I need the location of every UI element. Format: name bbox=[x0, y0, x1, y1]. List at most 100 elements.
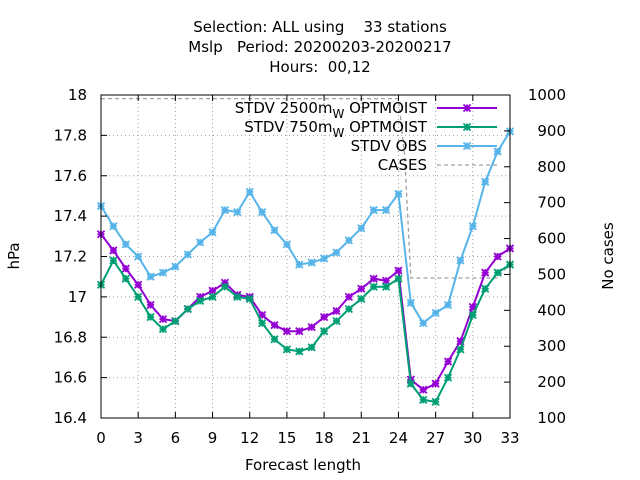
series-point-stdv-750m bbox=[481, 284, 490, 293]
series-point-stdv-750m bbox=[208, 292, 217, 302]
series-point-stdv-750m bbox=[357, 294, 366, 304]
series-point-stdv-750m bbox=[171, 316, 180, 326]
series-point-stdv-2500m bbox=[109, 246, 118, 255]
legend-label-stdv-2500m: STDV 2500mW OPTMOIST bbox=[235, 99, 428, 121]
series-point-stdv-2500m bbox=[158, 314, 168, 324]
legend-label-cases: CASES bbox=[378, 156, 427, 174]
ticks: 0 3 6 9 12 15 18 21 24 27 30 33 16.4 16.6 16.8 17 17.2 17… bbox=[54, 86, 566, 447]
series-point-stdv-750m bbox=[493, 268, 502, 277]
y2-tick-label: 500 bbox=[537, 265, 566, 283]
y-tick-label: 17.2 bbox=[54, 248, 87, 266]
series-point-stdv-obs bbox=[419, 318, 428, 328]
series-point-stdv-750m bbox=[369, 282, 378, 291]
legend-marker-stdv-2500m bbox=[462, 103, 472, 113]
x-tick-label: 0 bbox=[96, 429, 106, 447]
y2-tick-label: 900 bbox=[537, 122, 566, 140]
series-point-stdv-obs bbox=[332, 248, 341, 257]
series-point-stdv-750m bbox=[245, 294, 254, 304]
series-point-stdv-2500m bbox=[493, 252, 502, 261]
chart-title-line-2: Mslp Period: 20200203-20200217 bbox=[188, 38, 452, 56]
series-point-stdv-750m bbox=[295, 347, 304, 356]
series-point-stdv-750m bbox=[121, 274, 130, 283]
series-point-stdv-2500m bbox=[443, 357, 453, 366]
series-point-stdv-2500m bbox=[431, 379, 440, 388]
series-point-stdv-750m bbox=[257, 318, 267, 328]
series-point-stdv-2500m bbox=[481, 268, 490, 277]
y2-tick-label: 1000 bbox=[528, 86, 566, 104]
series-point-stdv-obs bbox=[307, 258, 316, 267]
x-tick-label: 9 bbox=[208, 429, 218, 447]
y2-tick-label: 200 bbox=[537, 373, 566, 391]
x-tick-label: 15 bbox=[277, 429, 296, 447]
series-point-stdv-750m bbox=[394, 274, 403, 283]
series-point-stdv-obs bbox=[468, 222, 477, 231]
series-point-stdv-750m bbox=[233, 292, 242, 302]
series-point-stdv-750m bbox=[319, 327, 329, 336]
series-point-stdv-obs bbox=[369, 205, 378, 215]
series-point-stdv-obs bbox=[270, 226, 279, 235]
y-tick-label: 16.4 bbox=[54, 409, 87, 427]
grid bbox=[101, 95, 510, 418]
series-point-stdv-750m bbox=[270, 335, 279, 344]
series-point-stdv-obs bbox=[295, 260, 304, 269]
legend-label-stdv-obs: STDV OBS bbox=[351, 137, 427, 155]
series-point-stdv-2500m bbox=[319, 312, 329, 322]
series-point-stdv-obs bbox=[134, 252, 143, 261]
legend-marker-stdv-750m bbox=[462, 122, 472, 132]
series-point-stdv-2500m bbox=[468, 302, 477, 312]
series-point-stdv-750m bbox=[158, 325, 168, 334]
y2-tick-label: 100 bbox=[537, 409, 566, 427]
y2-tick-label: 700 bbox=[537, 194, 566, 212]
y2-tick-label: 600 bbox=[537, 230, 566, 248]
series-point-stdv-750m bbox=[344, 304, 354, 314]
series-point-stdv-obs bbox=[381, 205, 391, 215]
series-point-stdv-2500m bbox=[357, 284, 366, 293]
x-tick-label: 33 bbox=[500, 429, 519, 447]
series-point-stdv-2500m bbox=[295, 327, 304, 336]
series-point-stdv-2500m bbox=[121, 264, 130, 273]
series-point-stdv-obs bbox=[344, 236, 354, 245]
series-point-stdv-obs bbox=[146, 272, 155, 281]
x-axis-label: Forecast length bbox=[245, 456, 361, 474]
series-point-stdv-obs bbox=[282, 240, 292, 249]
y-tick-label: 16.8 bbox=[54, 328, 87, 346]
y-tick-label: 17.8 bbox=[54, 126, 87, 144]
series-point-stdv-750m bbox=[381, 282, 391, 291]
series-line-stdv-750m bbox=[100, 258, 511, 403]
series-point-stdv-obs bbox=[443, 300, 453, 310]
series-point-stdv-2500m bbox=[270, 321, 279, 330]
y-axis-label: hPa bbox=[5, 242, 23, 269]
series-point-stdv-2500m bbox=[332, 306, 341, 316]
y2-tick-label: 300 bbox=[537, 337, 566, 355]
series-point-stdv-750m bbox=[307, 343, 316, 352]
y-tick-label: 17.4 bbox=[54, 207, 87, 225]
series-point-stdv-750m bbox=[220, 282, 230, 291]
series-point-stdv-obs bbox=[220, 205, 230, 215]
series-point-stdv-750m bbox=[406, 379, 415, 388]
series-point-stdv-obs bbox=[493, 147, 502, 156]
series-point-stdv-obs bbox=[406, 298, 415, 308]
series-point-stdv-obs bbox=[357, 224, 366, 233]
series-point-stdv-2500m bbox=[134, 280, 143, 289]
x-tick-label: 24 bbox=[389, 429, 408, 447]
chart-title-line-1: Selection: ALL using 33 stations bbox=[193, 18, 447, 36]
series-point-stdv-obs bbox=[208, 228, 217, 237]
series-point-stdv-obs bbox=[196, 238, 205, 247]
series-point-stdv-2500m bbox=[282, 327, 292, 336]
y-tick-label: 17 bbox=[68, 288, 87, 306]
series-point-stdv-750m bbox=[146, 312, 155, 322]
series-point-stdv-750m bbox=[134, 292, 143, 302]
series-point-stdv-2500m bbox=[381, 276, 391, 285]
series-point-stdv-2500m bbox=[307, 323, 316, 332]
series-line-stdv-2500m bbox=[100, 233, 511, 391]
series-point-stdv-750m bbox=[456, 345, 465, 354]
x-tick-label: 3 bbox=[133, 429, 143, 447]
x-tick-label: 21 bbox=[352, 429, 371, 447]
series-point-stdv-750m bbox=[419, 395, 428, 404]
series-point-stdv-obs bbox=[171, 262, 180, 271]
series-point-stdv-obs bbox=[481, 177, 490, 186]
series-point-stdv-obs bbox=[394, 189, 403, 199]
series-point-stdv-750m bbox=[183, 304, 192, 314]
x-tick-label: 27 bbox=[426, 429, 445, 447]
